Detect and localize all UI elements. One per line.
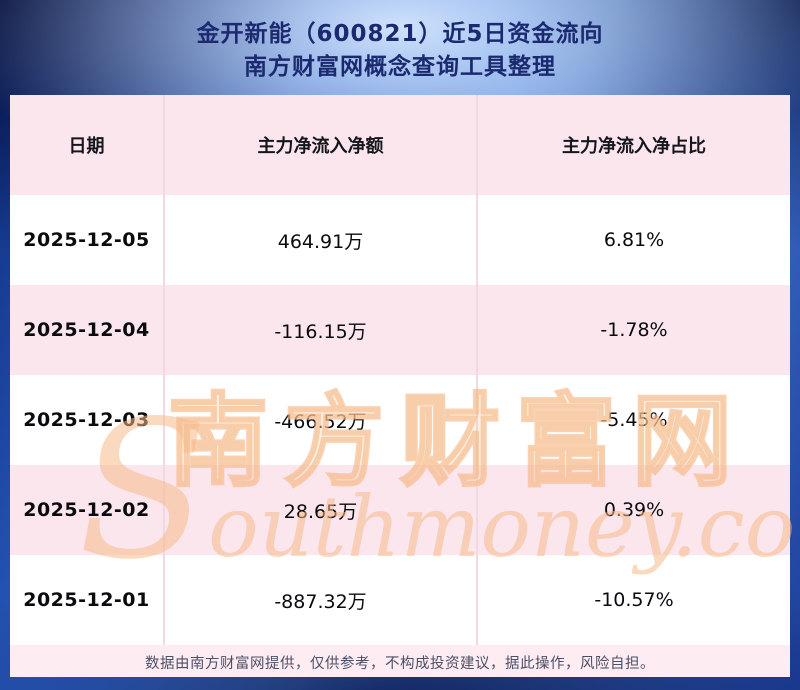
cell-net-inflow: -466.52万 bbox=[165, 375, 478, 465]
page-title: 金开新能（600821）近5日资金流向 南方财富网概念查询工具整理 bbox=[0, 18, 800, 84]
cell-net-inflow: -887.32万 bbox=[165, 555, 478, 645]
cell-net-inflow: -116.15万 bbox=[165, 285, 478, 375]
table-header-row: 日期 主力净流入净额 主力净流入净占比 bbox=[10, 95, 790, 195]
disclaimer: 数据由南方财富网提供，仅供参考，不构成投资建议，据此操作，风险自担。 bbox=[145, 656, 655, 672]
header-net-inflow: 主力净流入净额 bbox=[165, 95, 478, 195]
header-net-inflow-ratio: 主力净流入净占比 bbox=[562, 136, 706, 157]
cell-net-inflow-ratio: -10.57% bbox=[594, 589, 674, 611]
table-row: 2025-12-02 28.65万 0.39% bbox=[10, 465, 790, 555]
cell-net-inflow-ratio: 6.81% bbox=[603, 229, 665, 251]
table-row: 2025-12-03 -466.52万 -5.45% bbox=[10, 375, 790, 465]
cell-net-inflow: 464.91万 bbox=[165, 195, 478, 285]
cell-date: 2025-12-03 bbox=[10, 375, 165, 465]
cell-net-inflow-ratio: -5.45% bbox=[600, 409, 668, 431]
cell-net-inflow-ratio: 0.39% bbox=[603, 499, 665, 521]
table-row: 2025-12-05 464.91万 6.81% bbox=[10, 195, 790, 285]
cell-date: 2025-12-01 bbox=[10, 555, 165, 645]
table-row: 2025-12-04 -116.15万 -1.78% bbox=[10, 285, 790, 375]
cell-date: 2025-12-04 bbox=[10, 285, 165, 375]
title-line-2: 南方财富网概念查询工具整理 bbox=[244, 54, 556, 80]
cell-net-inflow: 28.65万 bbox=[165, 465, 478, 555]
cell-date: 2025-12-02 bbox=[10, 465, 165, 555]
cell-net-inflow-ratio: -1.78% bbox=[600, 319, 668, 341]
title-line-1: 金开新能（600821）近5日资金流向 bbox=[196, 21, 604, 47]
cell-date: 2025-12-05 bbox=[10, 195, 165, 285]
fund-flow-table: 日期 主力净流入净额 主力净流入净占比 2025-12-05 464.91万 6… bbox=[10, 95, 790, 645]
header-date: 日期 bbox=[10, 95, 165, 195]
table-row: 2025-12-01 -887.32万 -10.57% bbox=[10, 555, 790, 645]
